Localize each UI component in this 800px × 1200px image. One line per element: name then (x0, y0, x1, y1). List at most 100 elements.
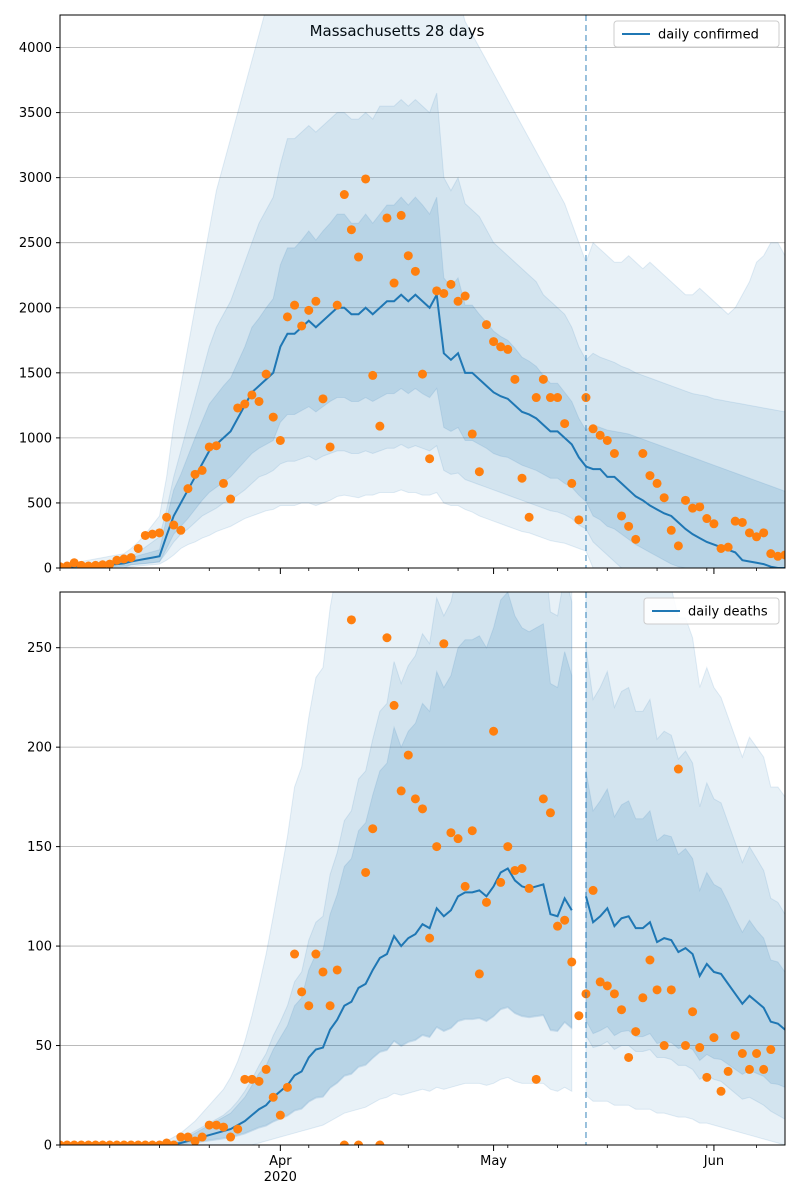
confirmed-observed-point (105, 559, 115, 568)
deaths-observed-point (304, 1001, 314, 1011)
deaths-ytick-label: 150 (27, 840, 52, 855)
confirmed-observed-point (553, 393, 563, 403)
confirmed-observed-point (211, 441, 221, 451)
figure-title: Massachusetts 28 days (310, 22, 485, 40)
confirmed-observed-point (133, 543, 143, 553)
confirmed-uncertainty-band (60, 15, 785, 568)
confirmed-observed-point (766, 549, 776, 559)
confirmed-observed-point (275, 435, 285, 445)
deaths-observed-point (688, 1007, 698, 1017)
confirmed-uncertainty-band (60, 92, 785, 568)
deaths-observed-point (588, 885, 598, 895)
deaths-model-line (585, 896, 785, 1031)
deaths-observed-point (211, 1120, 221, 1130)
confirmed-observed-point (297, 321, 307, 331)
deaths-observed-point (126, 1140, 136, 1145)
xtick-label-may: May (480, 1154, 507, 1169)
confirmed-observed-point (744, 528, 754, 538)
confirmed-observed-point (226, 494, 236, 504)
confirmed-observed-point (609, 448, 619, 458)
confirmed-observed-point (76, 560, 86, 568)
deaths-observed-point (432, 842, 442, 852)
confirmed-uncertainty-band (60, 196, 785, 568)
confirmed-observed-point (652, 478, 662, 488)
confirmed-observed-point (538, 374, 548, 384)
deaths-observed-point (609, 989, 619, 999)
deaths-observed-point (290, 949, 300, 959)
deaths-observed-point (176, 1132, 186, 1142)
confirmed-observed-point (759, 528, 769, 538)
deaths-observed-point (332, 965, 342, 975)
confirmed-observed-point (695, 502, 705, 512)
deaths-observed-point (83, 1140, 93, 1145)
confirmed-observed-point (510, 374, 520, 384)
confirmed-ytick-label: 3500 (19, 106, 52, 121)
confirmed-observed-point (567, 478, 577, 488)
deaths-observed-point (318, 967, 328, 977)
deaths-observed-point (98, 1140, 108, 1145)
deaths-uncertainty-band (60, 592, 573, 1145)
deaths-ytick-label: 250 (27, 641, 52, 656)
deaths-observed-point (162, 1138, 172, 1145)
confirmed-observed-point (574, 515, 584, 525)
confirmed-observed-point (453, 296, 463, 306)
confirmed-observed-point (375, 421, 385, 431)
deaths-observed-point (439, 639, 449, 649)
confirmed-observed-point (659, 493, 669, 503)
confirmed-observed-point (318, 394, 328, 404)
confirmed-observed-point (730, 516, 740, 526)
confirmed-panel: 0 500 1000 1500 2000 2500 3000 3500 4000 daily co… (19, 14, 786, 577)
deaths-observed-point (403, 750, 413, 760)
deaths-observed-point (261, 1064, 271, 1074)
deaths-observed-point (659, 1041, 669, 1051)
confirmed-observed-point (69, 558, 79, 568)
confirmed-observed-point (190, 469, 200, 479)
confirmed-observed-point (91, 560, 101, 568)
deaths-observed-point (396, 786, 406, 796)
confirmed-observed-point (147, 529, 157, 539)
confirmed-observed-point (112, 555, 122, 565)
confirmed-observed-point (503, 344, 513, 354)
confirmed-observed-point (354, 252, 364, 262)
confirmed-observed-point (723, 542, 733, 552)
deaths-uncertainty-band (585, 770, 785, 1088)
confirmed-observed-point (666, 525, 676, 535)
deaths-observed-point (446, 828, 456, 838)
confirmed-observed-point (418, 369, 427, 379)
deaths-observed-point (695, 1043, 705, 1053)
confirmed-observed-point (624, 521, 634, 531)
deaths-observed-point (155, 1140, 165, 1145)
confirmed-axes-frame (59, 14, 786, 569)
xtick-year-label: 2020 (264, 1170, 297, 1185)
deaths-observed-point (481, 897, 491, 907)
deaths-observed-point (282, 1082, 292, 1092)
deaths-observed-point (375, 1140, 385, 1145)
confirmed-observed-point (261, 369, 271, 379)
xtick-label-jun: Jun (703, 1154, 724, 1169)
deaths-observed-point (268, 1092, 278, 1102)
confirmed-observed-point (290, 300, 300, 310)
deaths-observed-point (538, 794, 548, 804)
confirmed-observed-point (162, 512, 172, 522)
confirmed-observed-point (339, 190, 349, 200)
deaths-observed-point (467, 826, 477, 836)
deaths-observed-point (737, 1048, 747, 1058)
confirmed-ytick-label: 1500 (19, 366, 52, 381)
confirmed-observed-point (631, 534, 641, 544)
confirmed-observed-point (254, 396, 264, 406)
deaths-observed-point (297, 987, 307, 997)
deaths-observed-point (709, 1033, 719, 1043)
deaths-observed-point (645, 955, 655, 965)
confirmed-observed-point (403, 251, 413, 261)
confirmed-observed-point (439, 288, 449, 298)
confirmed-observed-point (560, 419, 570, 429)
deaths-observed-point (524, 883, 534, 893)
deaths-observed-point (680, 1041, 690, 1051)
confirmed-observed-point (474, 467, 484, 477)
deaths-observed-point (503, 842, 513, 852)
confirmed-observed-point (481, 320, 491, 330)
deaths-observed-point (368, 824, 378, 834)
deaths-observed-point (226, 1132, 236, 1142)
deaths-ytick-label: 200 (27, 741, 52, 756)
